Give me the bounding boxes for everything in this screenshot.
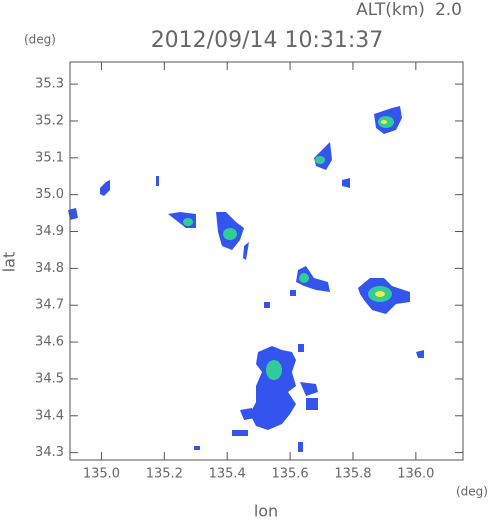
chart-title: 2012/09/14 10:31:37 [151,28,384,53]
y-tick-label: 34.3 [35,445,64,460]
x-unit: (deg) [456,485,488,499]
x-tick-label: 135.6 [271,467,308,482]
x-tick-label: 135.0 [83,467,120,482]
x-tick-label: 136.0 [397,467,434,482]
y-axis-label: lat [0,252,19,273]
radar-echoes [68,106,424,452]
y-tick-label: 34.7 [35,298,64,313]
x-tick-label: 135.2 [146,467,183,482]
plot-frame [69,61,464,461]
y-tick-label: 34.4 [35,408,64,423]
y-tick-label: 35.0 [35,187,64,202]
x-tick-label: 135.8 [334,467,371,482]
y-tick-label: 34.8 [35,261,64,276]
y-tick-label: 35.3 [35,77,64,92]
y-tick-label: 35.2 [35,113,64,128]
y-tick-label: 34.6 [35,335,64,350]
x-axis-label: lon [254,502,278,521]
y-tick-label: 34.9 [35,224,64,239]
y-tick-label: 35.1 [35,150,64,165]
x-tick-label: 135.4 [209,467,246,482]
altitude-label: ALT(km) 2.0 [356,0,462,20]
y-tick-label: 34.5 [35,371,64,386]
y-unit: (deg) [24,33,56,47]
